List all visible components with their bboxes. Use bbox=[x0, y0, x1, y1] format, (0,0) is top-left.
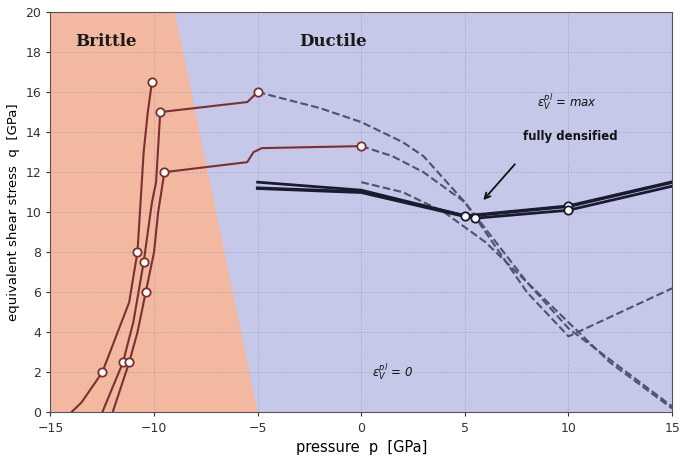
X-axis label: pressure  p  [GPa]: pressure p [GPa] bbox=[295, 440, 427, 455]
Text: Brittle: Brittle bbox=[76, 33, 137, 50]
Text: $\varepsilon_V^{pl}$ = max: $\varepsilon_V^{pl}$ = max bbox=[537, 91, 597, 111]
Polygon shape bbox=[50, 12, 258, 413]
Text: Ductile: Ductile bbox=[299, 33, 367, 50]
Text: $\varepsilon_V^{pl}$ = 0: $\varepsilon_V^{pl}$ = 0 bbox=[372, 361, 413, 382]
Y-axis label: equivalent shear stress  q  [GPa]: equivalent shear stress q [GPa] bbox=[7, 103, 20, 321]
Text: fully densified: fully densified bbox=[523, 130, 618, 143]
